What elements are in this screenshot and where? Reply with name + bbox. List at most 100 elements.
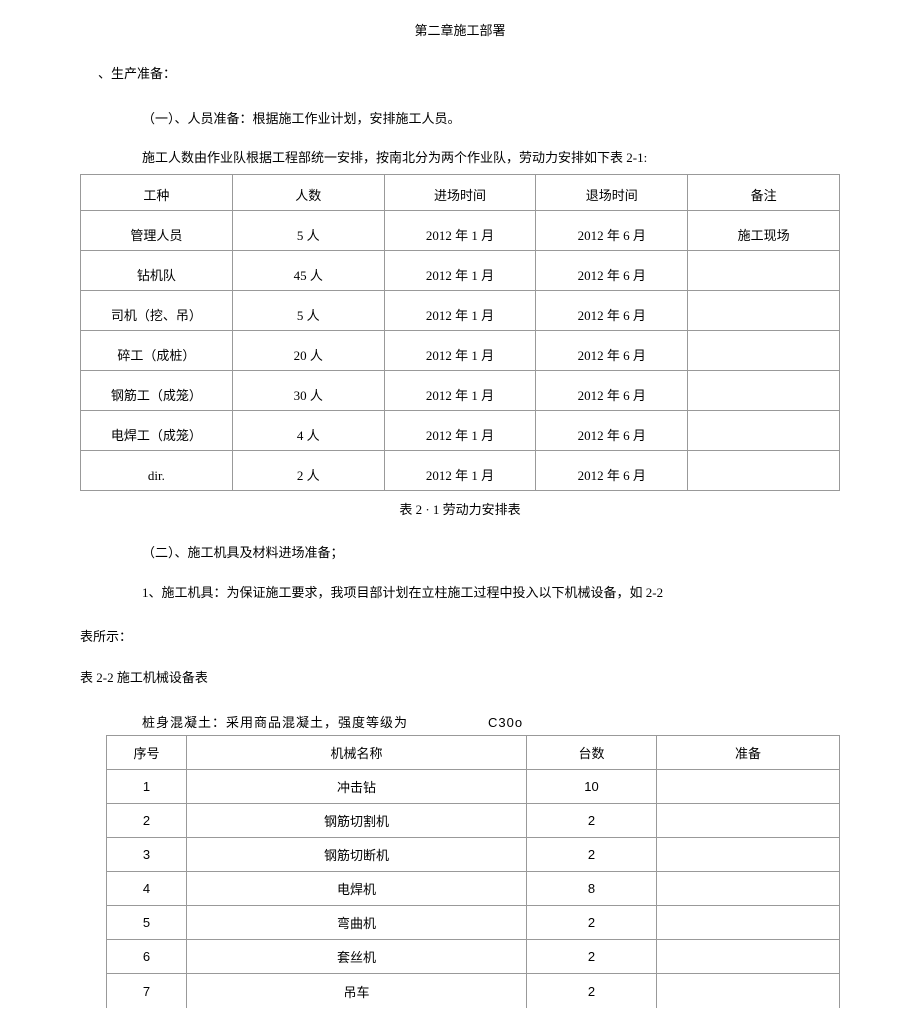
cell: 2012 年 1 月 (384, 291, 536, 331)
table-row: 1 冲击钻 10 (107, 770, 840, 804)
cell: 2 (107, 804, 187, 838)
cell: 钻机队 (81, 251, 233, 291)
cell: 4 人 (232, 411, 384, 451)
table-row: 5 弯曲机 2 (107, 906, 840, 940)
col-worktype: 工种 (81, 175, 233, 211)
table-header-row: 序号 机械名称 台数 准备 (107, 736, 840, 770)
col-enter: 进场时间 (384, 175, 536, 211)
cell (657, 940, 840, 974)
cell: 2 (527, 940, 657, 974)
equipment-para: 1、施工机具：为保证施工要求，我项目部计划在立柱施工过程中投入以下机械设备，如 … (142, 581, 840, 604)
cell: 2012 年 1 月 (384, 411, 536, 451)
personnel-prep-subsection: （一）、人员准备：根据施工作业计划，安排施工人员。 (142, 108, 920, 127)
cell: 碎工（成桩） (81, 331, 233, 371)
cell (657, 872, 840, 906)
cell: 5 (107, 906, 187, 940)
labor-table-caption: 表 2 · 1 劳动力安排表 (0, 499, 920, 518)
table-row: dir. 2 人 2012 年 1 月 2012 年 6 月 (81, 451, 840, 491)
table-row: 7 吊车 2 (107, 974, 840, 1008)
cell: 3 (107, 838, 187, 872)
cell: 6 (107, 940, 187, 974)
cell: 弯曲机 (187, 906, 527, 940)
cell: 2012 年 6 月 (536, 411, 688, 451)
cell: 2012 年 6 月 (536, 451, 688, 491)
col-name-header: 机械名称 (187, 736, 527, 770)
col-count: 人数 (232, 175, 384, 211)
cell (657, 974, 840, 1008)
cell: 钢筋切断机 (187, 838, 527, 872)
cell (657, 770, 840, 804)
col-qty-header: 台数 (527, 736, 657, 770)
cell: 7 (107, 974, 187, 1008)
equipment-table: 序号 机械名称 台数 准备 1 冲击钻 10 2 钢筋切割机 2 3 钢筋切断机 (106, 735, 840, 1008)
table-row: 钢筋工（成笼） 30 人 2012 年 1 月 2012 年 6 月 (81, 371, 840, 411)
table-row: 4 电焊机 8 (107, 872, 840, 906)
cell (688, 411, 840, 451)
cell: 司机（挖、吊） (81, 291, 233, 331)
cell: 2012 年 6 月 (536, 371, 688, 411)
equipment-para-cont: 表所示： (80, 626, 920, 645)
cell: 2 人 (232, 451, 384, 491)
cell (688, 331, 840, 371)
cell: 管理人员 (81, 211, 233, 251)
concrete-prefix: 桩身混凝土：采用商品混凝土，强度等级为 (142, 715, 408, 730)
equipment-prep-subsection: （二）、施工机具及材料进场准备； (142, 542, 920, 561)
cell: 5 人 (232, 211, 384, 251)
cell: 2012 年 1 月 (384, 451, 536, 491)
labor-table-wrap: 工种 人数 进场时间 退场时间 备注 管理人员 5 人 2012 年 1 月 2… (80, 174, 840, 491)
table-row: 6 套丝机 2 (107, 940, 840, 974)
chapter-title: 第二章施工部署 (0, 20, 920, 39)
table-header-row: 工种 人数 进场时间 退场时间 备注 (81, 175, 840, 211)
cell: 2012 年 1 月 (384, 371, 536, 411)
cell: 2012 年 6 月 (536, 291, 688, 331)
production-prep-heading: 、生产准备： (98, 63, 920, 82)
cell: 套丝机 (187, 940, 527, 974)
cell: 1 (107, 770, 187, 804)
cell: 钢筋切割机 (187, 804, 527, 838)
table-row: 电焊工（成笼） 4 人 2012 年 1 月 2012 年 6 月 (81, 411, 840, 451)
equipment-table-label: 表 2-2 施工机械设备表 (80, 667, 920, 686)
cell: 电焊机 (187, 872, 527, 906)
cell: 4 (107, 872, 187, 906)
concrete-grade: C30o (488, 715, 523, 730)
cell: 2 (527, 974, 657, 1008)
cell: 2 (527, 838, 657, 872)
cell: 钢筋工（成笼） (81, 371, 233, 411)
cell: 10 (527, 770, 657, 804)
concrete-note: 桩身混凝土：采用商品混凝土，强度等级为 C30o (142, 712, 920, 731)
cell: 冲击钻 (187, 770, 527, 804)
cell: 2012 年 1 月 (384, 331, 536, 371)
col-prep-header: 准备 (657, 736, 840, 770)
table-row: 碎工（成桩） 20 人 2012 年 1 月 2012 年 6 月 (81, 331, 840, 371)
cell: 2 (527, 804, 657, 838)
cell: 施工现场 (688, 211, 840, 251)
cell: 吊车 (187, 974, 527, 1008)
table-row: 钻机队 45 人 2012 年 1 月 2012 年 6 月 (81, 251, 840, 291)
table-row: 管理人员 5 人 2012 年 1 月 2012 年 6 月 施工现场 (81, 211, 840, 251)
cell (688, 291, 840, 331)
personnel-note: 施工人数由作业队根据工程部统一安排，按南北分为两个作业队，劳动力安排如下表 2-… (142, 147, 920, 166)
labor-table: 工种 人数 进场时间 退场时间 备注 管理人员 5 人 2012 年 1 月 2… (80, 174, 840, 491)
table-row: 2 钢筋切割机 2 (107, 804, 840, 838)
cell: dir. (81, 451, 233, 491)
cell: 20 人 (232, 331, 384, 371)
equipment-table-wrap: 序号 机械名称 台数 准备 1 冲击钻 10 2 钢筋切割机 2 3 钢筋切断机 (106, 735, 840, 1008)
col-remark: 备注 (688, 175, 840, 211)
cell: 2012 年 6 月 (536, 251, 688, 291)
cell: 2 (527, 906, 657, 940)
cell: 2012 年 6 月 (536, 331, 688, 371)
cell (657, 906, 840, 940)
col-exit: 退场时间 (536, 175, 688, 211)
cell (688, 251, 840, 291)
cell (688, 371, 840, 411)
cell: 2012 年 1 月 (384, 211, 536, 251)
cell: 电焊工（成笼） (81, 411, 233, 451)
table-row: 司机（挖、吊） 5 人 2012 年 1 月 2012 年 6 月 (81, 291, 840, 331)
table-row: 3 钢筋切断机 2 (107, 838, 840, 872)
cell (657, 804, 840, 838)
cell: 30 人 (232, 371, 384, 411)
cell (688, 451, 840, 491)
cell: 45 人 (232, 251, 384, 291)
cell: 8 (527, 872, 657, 906)
cell: 2012 年 6 月 (536, 211, 688, 251)
